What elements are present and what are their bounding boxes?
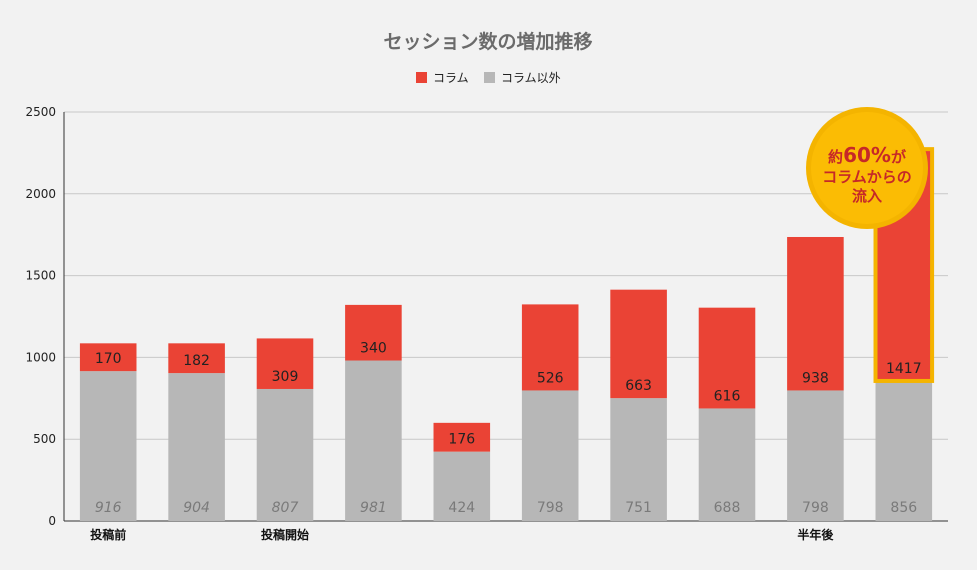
- bar-other: [787, 390, 844, 521]
- bar-column: [521, 304, 579, 391]
- x-tick-label: 投稿開始: [261, 527, 309, 542]
- data-label-other: 751: [625, 500, 652, 516]
- bar-column: [168, 343, 225, 374]
- data-label-column: 938: [802, 370, 829, 386]
- legend-label-column: コラム: [433, 71, 469, 85]
- data-label-column: 182: [183, 353, 210, 369]
- bar-column: [433, 422, 491, 452]
- bar-other: [875, 380, 933, 521]
- y-tick-label: 2000: [25, 187, 56, 201]
- bar-column: [79, 343, 137, 372]
- bar-column: [345, 304, 402, 361]
- bars: 170 916 182 904 309 807 340 981 176 424 526 798 663 7…: [79, 147, 935, 521]
- x-tick-label: 半年後: [797, 527, 834, 542]
- annotation-line-1: 約60%が: [828, 143, 907, 167]
- x-axis-ticks: 投稿前 投稿開始 半年後: [90, 527, 834, 542]
- annotation-badge: 約60%が コラムからの 流入: [806, 107, 928, 229]
- y-tick-label: 1500: [25, 269, 56, 283]
- annotation-line-2: コラムからの: [822, 168, 912, 186]
- y-tick-label: 0: [48, 514, 56, 528]
- bar-other: [610, 398, 667, 521]
- data-label-column: 170: [95, 351, 122, 367]
- data-label-other: 798: [537, 500, 564, 516]
- data-label-column: 663: [625, 378, 652, 394]
- bar-other: [79, 371, 137, 521]
- data-label-column: 616: [714, 388, 741, 404]
- y-tick-label: 1000: [25, 350, 56, 364]
- bar-other: [433, 451, 491, 521]
- legend: コラム コラム以外: [416, 71, 561, 85]
- bar-column: [610, 289, 667, 399]
- x-tick-label: 投稿前: [90, 527, 126, 542]
- bar-column: [256, 338, 314, 389]
- annotation-badge-circle: [811, 112, 923, 224]
- data-label-other: 856: [890, 500, 917, 516]
- bar-other: [168, 373, 225, 521]
- y-tick-label: 2500: [25, 105, 56, 119]
- bar-other: [256, 388, 314, 521]
- data-label-other: 424: [448, 500, 475, 516]
- data-label-other: 916: [95, 500, 122, 516]
- bar-column: [787, 236, 844, 391]
- bar-column: [698, 307, 756, 409]
- legend-swatch-column: [416, 72, 427, 83]
- annotation-line-3: 流入: [852, 187, 882, 205]
- data-label-other: 688: [714, 500, 741, 516]
- bar-other: [698, 408, 756, 521]
- data-label-other: 807: [272, 500, 299, 516]
- data-label-column: 526: [537, 370, 564, 386]
- data-label-other: 904: [183, 500, 210, 516]
- chart-title: セッション数の増加推移: [383, 30, 592, 53]
- data-label-column: 309: [272, 369, 299, 385]
- data-label-other: 798: [802, 500, 829, 516]
- data-label-column: 1417: [886, 361, 922, 377]
- bar-other: [521, 390, 579, 521]
- data-label-column: 176: [448, 432, 475, 448]
- data-label-other: 981: [360, 500, 387, 516]
- legend-swatch-other: [484, 72, 495, 83]
- y-tick-label: 500: [33, 432, 56, 446]
- legend-label-other: コラム以外: [501, 71, 561, 85]
- data-label-column: 340: [360, 341, 387, 357]
- bar-other: [345, 360, 402, 521]
- y-axis-ticks: 0 500 1000 1500 2000 2500: [25, 105, 56, 528]
